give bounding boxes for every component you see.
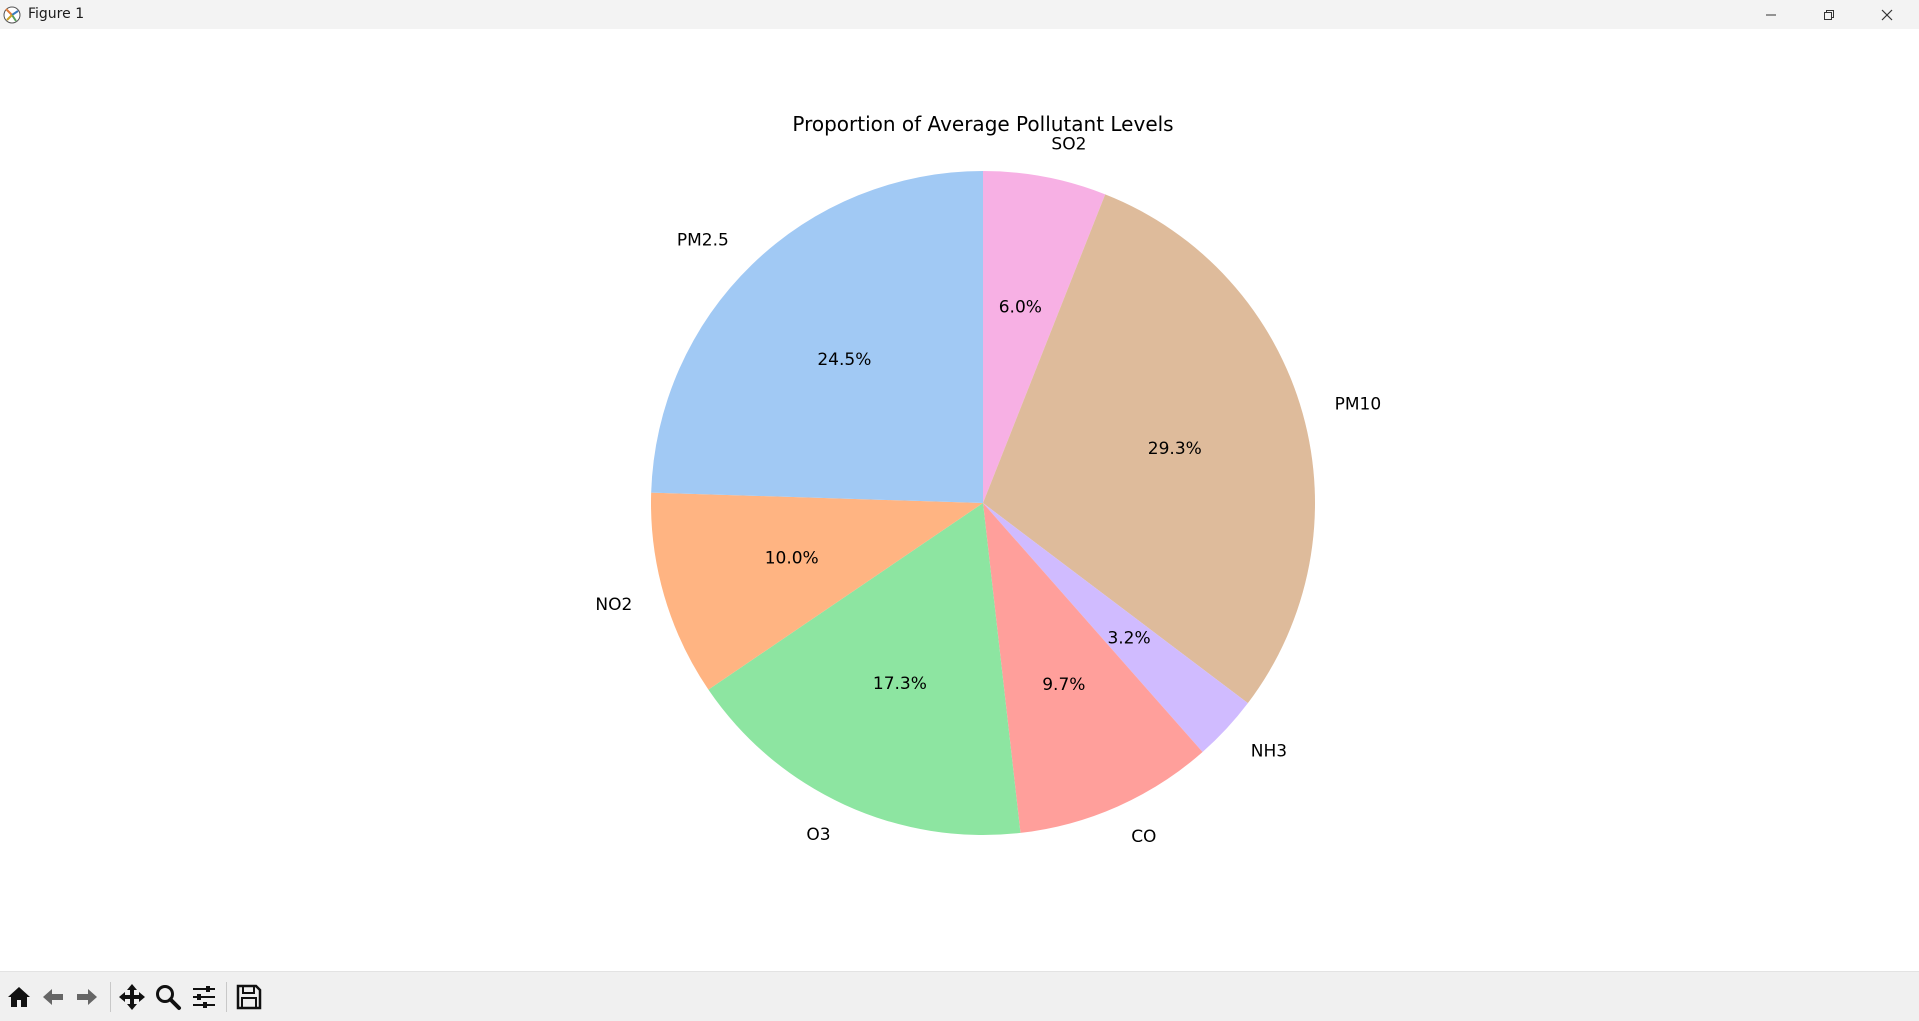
slice-label-co: CO (1131, 827, 1156, 847)
toolbar-separator (226, 982, 227, 1012)
minimize-button[interactable] (1742, 0, 1800, 29)
restore-button[interactable] (1800, 0, 1858, 29)
pie-labels: SO2 6.0% PM10 29.3% NH3 3.2% CO 9.7% O3 17.3% NO2 1… (595, 134, 1381, 847)
close-icon (1881, 9, 1893, 20)
pie-slice-pm10 (983, 194, 1315, 704)
slice-percent-pm2-5: 24.5% (817, 350, 871, 370)
chart-title: Proportion of Average Pollutant Levels (792, 112, 1173, 136)
slice-label-so2: SO2 (1051, 134, 1086, 154)
arrow-right-icon (77, 989, 97, 1005)
pie-slice-pm2-5 (651, 170, 983, 503)
slice-percent-co: 9.7% (1042, 675, 1085, 695)
slice-percent-nh3: 3.2% (1107, 628, 1150, 648)
window-title: Figure 1 (28, 6, 85, 22)
floppy-disk-icon (236, 984, 262, 1010)
save-button[interactable] (232, 980, 266, 1014)
pie-slice-co (983, 503, 1203, 833)
slice-label-no2: NO2 (595, 595, 632, 615)
navigation-toolbar (0, 971, 1919, 1021)
slice-label-o3: O3 (806, 825, 830, 845)
zoom-button[interactable] (151, 980, 185, 1014)
arrow-left-icon (43, 989, 63, 1005)
pie-slices (651, 170, 1315, 835)
pie-slice-nh3 (983, 503, 1248, 753)
pie-chart: Proportion of Average Pollutant Levels S… (595, 112, 1381, 847)
restore-icon (1824, 9, 1834, 20)
pie-slice-so2 (983, 171, 1106, 503)
close-button[interactable] (1858, 0, 1916, 29)
figure-canvas[interactable]: Proportion of Average Pollutant Levels S… (0, 29, 1919, 971)
minimize-icon (1766, 14, 1776, 15)
home-icon (8, 987, 30, 1007)
back-button[interactable] (36, 980, 70, 1014)
forward-button[interactable] (70, 980, 104, 1014)
toolbar-separator (110, 982, 111, 1012)
slice-label-nh3: NH3 (1251, 741, 1287, 761)
move-icon (119, 984, 145, 1010)
pie-slice-no2 (651, 492, 983, 690)
pie-slice-o3 (708, 503, 1021, 835)
home-button[interactable] (2, 980, 36, 1014)
matplotlib-app-icon (2, 5, 22, 25)
magnifier-icon (156, 985, 181, 1010)
slice-label-pm2-5: PM2.5 (677, 231, 729, 251)
pan-button[interactable] (115, 980, 149, 1014)
sliders-icon (193, 986, 215, 1008)
slice-percent-no2: 10.0% (765, 549, 819, 569)
slice-percent-o3: 17.3% (873, 674, 927, 694)
configure-subplots-button[interactable] (187, 980, 221, 1014)
slice-label-pm10: PM10 (1335, 394, 1382, 414)
title-bar: Figure 1 (0, 0, 1919, 29)
slice-percent-pm10: 29.3% (1148, 439, 1202, 459)
slice-percent-so2: 6.0% (999, 297, 1042, 317)
